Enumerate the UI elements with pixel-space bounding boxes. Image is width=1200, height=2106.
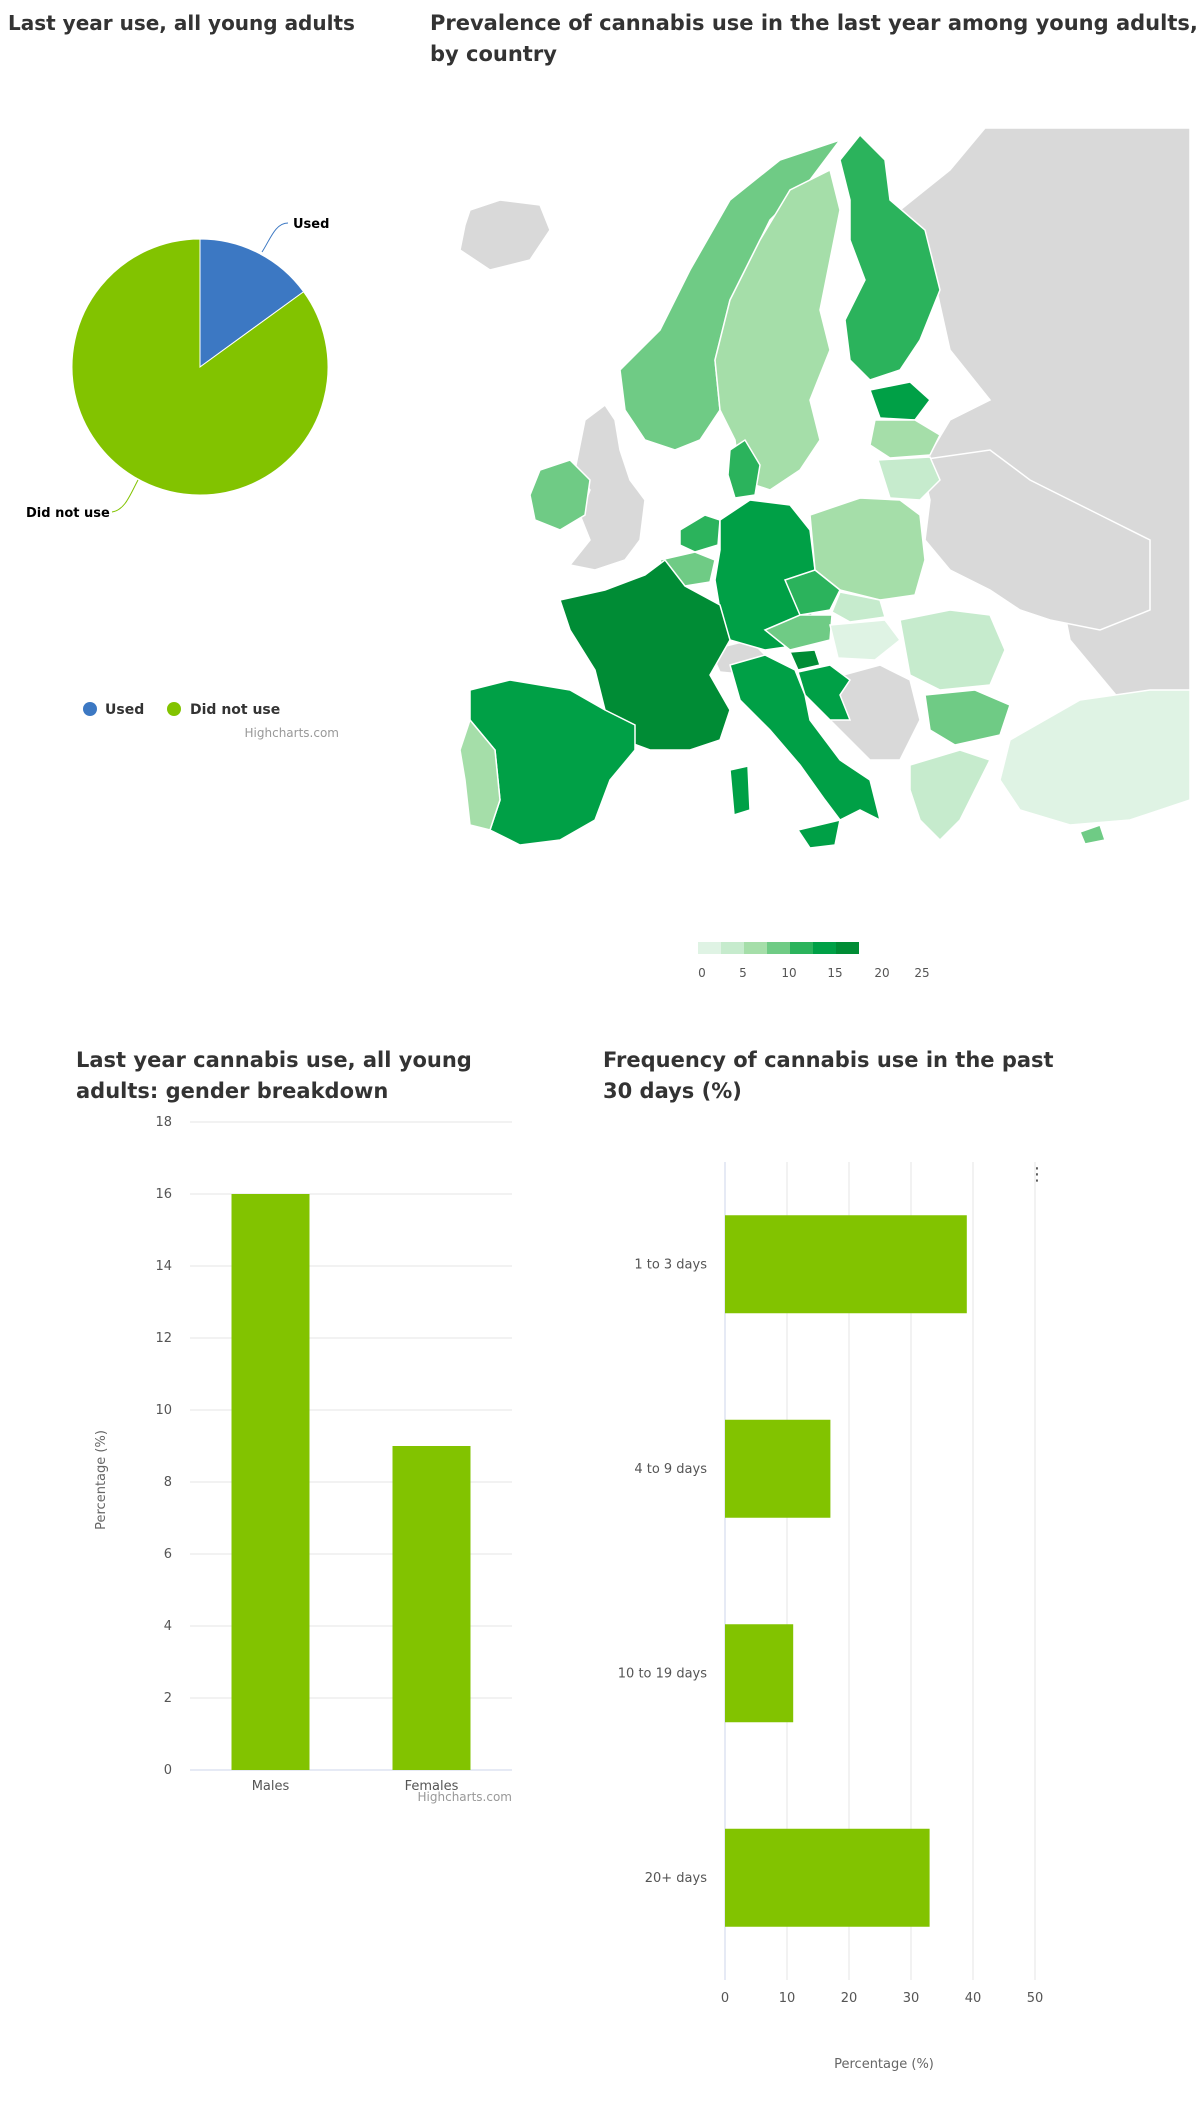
pie-connector-used xyxy=(261,222,289,253)
map-title: Prevalence of cannabis use in the last y… xyxy=(430,11,1198,66)
frequency-y-tick-label: 10 to 19 days xyxy=(618,1666,707,1681)
legend-tick-5: 5 xyxy=(739,966,747,980)
frequency-bar-1-to-3-days[interactable] xyxy=(725,1215,967,1314)
frequency-x-tick-label: 30 xyxy=(903,1991,920,2006)
legend-tick-20: 20 xyxy=(874,966,889,980)
europe-map: 0 5 10 15 20 25 xyxy=(459,127,1191,980)
belarus-ukraine-region xyxy=(919,449,1151,631)
gender-y-tick-label: 18 xyxy=(155,1115,172,1130)
frequency-x-tick-label: 50 xyxy=(1027,1991,1044,2006)
pie-chart-title: Last year use, all young adults xyxy=(8,11,355,35)
frequency-y-tick-label: 4 to 9 days xyxy=(634,1462,707,1477)
slovakia-region[interactable] xyxy=(831,591,886,623)
legend-tick-10: 10 xyxy=(781,966,796,980)
portugal-region[interactable] xyxy=(459,718,501,831)
frequency-x-tick-label: 0 xyxy=(721,1991,729,2006)
gender-y-axis-title: Percentage (%) xyxy=(94,1430,109,1530)
legend-bin-2 xyxy=(744,942,767,954)
estonia-region[interactable] xyxy=(869,381,932,421)
czechia-region[interactable] xyxy=(783,569,841,616)
frequency-x-tick-label: 40 xyxy=(965,1991,982,2006)
pie-legend: Used Did not use xyxy=(83,702,280,718)
romania-region[interactable] xyxy=(899,609,1006,691)
frequency-bar-4-to-9-days[interactable] xyxy=(725,1419,831,1518)
frequency-x-axis-title: Percentage (%) xyxy=(834,2057,934,2072)
balkans-region xyxy=(824,664,921,761)
cyprus-region[interactable] xyxy=(1079,824,1106,845)
gender-chart-title: Last year cannabis use, all young adults… xyxy=(76,1048,472,1103)
pie-slice-did-not-use[interactable] xyxy=(71,238,329,496)
pie-chart: Used Did not use Used Did not use Highch… xyxy=(26,217,339,740)
slovenia-region[interactable] xyxy=(788,649,821,671)
bulgaria-region[interactable] xyxy=(924,689,1011,746)
frequency-x-tick-label: 10 xyxy=(779,1991,796,2006)
legend-bin-1 xyxy=(721,942,744,954)
sardinia-region[interactable] xyxy=(729,765,751,816)
legend-marker-did-not-use[interactable] xyxy=(167,702,181,716)
legend-bin-0 xyxy=(698,942,721,954)
pie-slice-used[interactable] xyxy=(199,238,305,368)
legend-tick-25: 25 xyxy=(914,966,929,980)
legend-tick-15: 15 xyxy=(827,966,842,980)
gender-y-tick-label: 12 xyxy=(155,1331,172,1346)
frequency-bar-10-to-19-days[interactable] xyxy=(725,1624,794,1723)
legend-bin-5 xyxy=(813,942,836,954)
frequency-y-tick-label: 1 to 3 days xyxy=(634,1257,707,1272)
pie-data-label-did-not-use: Did not use xyxy=(26,506,110,521)
netherlands-region[interactable] xyxy=(679,514,721,553)
gender-y-tick-label: 4 xyxy=(164,1619,172,1634)
finland-region[interactable] xyxy=(839,133,941,381)
gender-bar-males[interactable] xyxy=(231,1194,310,1770)
gender-y-tick-label: 0 xyxy=(164,1763,172,1778)
gender-y-tick-label: 10 xyxy=(155,1403,172,1418)
gender-bar-females[interactable] xyxy=(392,1446,471,1770)
iceland-region xyxy=(459,199,551,271)
turkey-region[interactable] xyxy=(999,689,1191,826)
sweden-region[interactable] xyxy=(714,168,841,491)
france-region[interactable] xyxy=(559,558,731,751)
frequency-chart-title: Frequency of cannabis use in the past 30… xyxy=(603,1048,1054,1103)
sicily-region[interactable] xyxy=(796,818,841,849)
legend-bin-4 xyxy=(790,942,813,954)
gender-y-tick-label: 2 xyxy=(164,1691,172,1706)
legend-bin-6 xyxy=(836,942,859,954)
gender-credit[interactable]: Highcharts.com xyxy=(418,1790,512,1804)
legend-item-did-not-use[interactable]: Did not use xyxy=(190,702,280,718)
map-no-data-regions xyxy=(459,127,1191,761)
frequency-y-tick-label: 20+ days xyxy=(645,1871,707,1886)
croatia-region[interactable] xyxy=(797,664,852,721)
gender-y-tick-label: 8 xyxy=(164,1475,172,1490)
frequency-bar-chart: 1 to 3 days 4 to 9 days 10 to 19 days 20+ d… xyxy=(618,1162,1046,2072)
gender-y-tick-label: 16 xyxy=(155,1187,172,1202)
italy-region[interactable] xyxy=(729,654,882,822)
frequency-x-tick-label: 20 xyxy=(841,1991,858,2006)
chart-menu-icon[interactable]: ⋮ xyxy=(1028,1164,1046,1185)
pie-connector-did-not-use xyxy=(111,479,139,513)
ireland-region[interactable] xyxy=(529,459,591,531)
pie-data-label-used: Used xyxy=(293,217,329,232)
hungary-region[interactable] xyxy=(829,619,902,661)
gender-x-tick-label: Females xyxy=(405,1779,459,1794)
map-color-legend: 0 5 10 15 20 25 xyxy=(698,942,930,980)
pie-credit[interactable]: Highcharts.com xyxy=(245,726,339,740)
legend-marker-used[interactable] xyxy=(83,702,97,716)
gender-y-tick-label: 6 xyxy=(164,1547,172,1562)
lithuania-region[interactable] xyxy=(876,456,941,501)
greece-region[interactable] xyxy=(909,749,992,842)
gender-bar-chart: 0 2 4 6 8 10 12 14 16 18 Males Females Percentage … xyxy=(94,1115,512,1804)
gender-x-tick-label: Males xyxy=(252,1779,290,1794)
legend-item-used[interactable]: Used xyxy=(105,702,144,718)
legend-tick-0: 0 xyxy=(698,966,706,980)
latvia-region[interactable] xyxy=(869,419,941,459)
denmark-region[interactable] xyxy=(727,438,761,499)
frequency-bar-20-days[interactable] xyxy=(725,1828,930,1927)
gender-y-tick-label: 14 xyxy=(155,1259,172,1274)
legend-bin-3 xyxy=(767,942,790,954)
